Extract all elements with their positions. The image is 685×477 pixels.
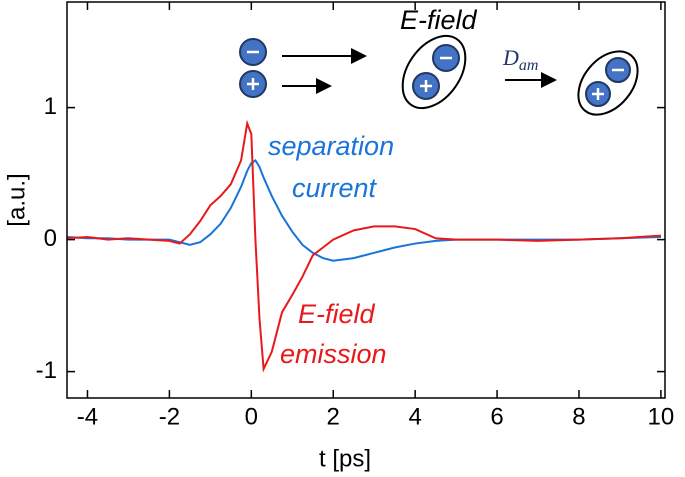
x-tick-label: 8 — [572, 403, 585, 430]
x-tick-label: 2 — [327, 403, 340, 430]
charge-pair — [239, 38, 267, 98]
annotation: E-field — [298, 299, 376, 329]
annotation: current — [292, 173, 378, 203]
annotation: separation — [268, 131, 394, 161]
annotation: emission — [280, 339, 387, 369]
schematic — [239, 34, 639, 116]
plot-frame — [66, 1, 666, 399]
plot-area: -4 -2 0 2 4 6 8 10 -1 0 1 — [36, 2, 675, 430]
y-tick-label: -1 — [36, 357, 57, 384]
x-tick-label: -4 — [77, 403, 98, 430]
x-axis-label: t [ps] — [319, 445, 371, 472]
annotation-main: D — [502, 45, 519, 70]
y-axis-label: [a.u.] — [3, 173, 30, 226]
charge-pair — [577, 50, 639, 116]
x-tick-label: 10 — [648, 403, 675, 430]
charge-pair — [401, 34, 467, 110]
data-line — [66, 159, 661, 262]
annotation-sub: am — [519, 57, 539, 74]
x-tick-label: 4 — [408, 403, 421, 430]
x-tick-label: -2 — [159, 403, 180, 430]
annotation: E-field — [400, 5, 478, 35]
y-tick-label: 1 — [44, 93, 57, 120]
annotation: Dam — [502, 45, 538, 74]
data-line — [66, 119, 661, 373]
y-tick-label: 0 — [44, 225, 57, 252]
x-tick-label: 6 — [490, 403, 503, 430]
x-tick-label: 0 — [245, 403, 258, 430]
